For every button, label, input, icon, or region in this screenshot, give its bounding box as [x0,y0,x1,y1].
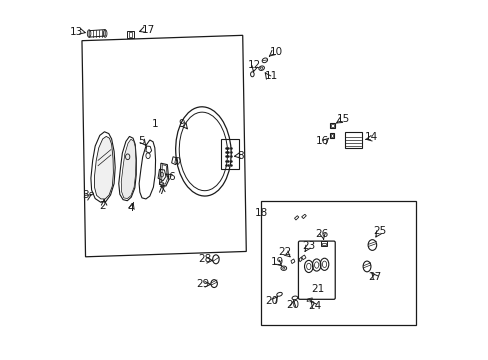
Text: 3: 3 [82,190,89,200]
Text: 18: 18 [255,208,268,218]
Text: 20: 20 [265,296,278,306]
Text: 19: 19 [270,257,283,267]
Text: 26: 26 [314,229,327,239]
Text: 7: 7 [158,186,164,197]
Text: 27: 27 [368,272,381,282]
Text: 11: 11 [264,71,277,81]
Text: 9: 9 [178,119,185,129]
Text: 5: 5 [138,136,144,146]
Text: 10: 10 [269,47,282,57]
Text: 21: 21 [311,284,324,294]
Text: 1: 1 [152,118,158,129]
Text: 20: 20 [285,300,298,310]
Text: 14: 14 [364,132,377,142]
Text: 4: 4 [127,203,134,213]
Text: 24: 24 [308,301,321,311]
Polygon shape [121,139,136,199]
Text: 28: 28 [198,254,211,264]
Text: 13: 13 [70,27,83,37]
Bar [221,139,239,169]
Text: 17: 17 [141,25,154,35]
Text: 23: 23 [302,241,315,251]
Bar [260,202,415,325]
Polygon shape [94,136,113,199]
Text: 8: 8 [237,151,244,161]
Text: 22: 22 [277,247,290,257]
Text: 16: 16 [315,136,328,147]
Text: 6: 6 [168,172,175,182]
Bar [344,132,361,148]
Text: 15: 15 [337,113,350,123]
Text: 29: 29 [196,279,209,289]
Text: 25: 25 [373,226,386,236]
Text: 2: 2 [99,201,105,211]
Text: 12: 12 [247,60,261,70]
